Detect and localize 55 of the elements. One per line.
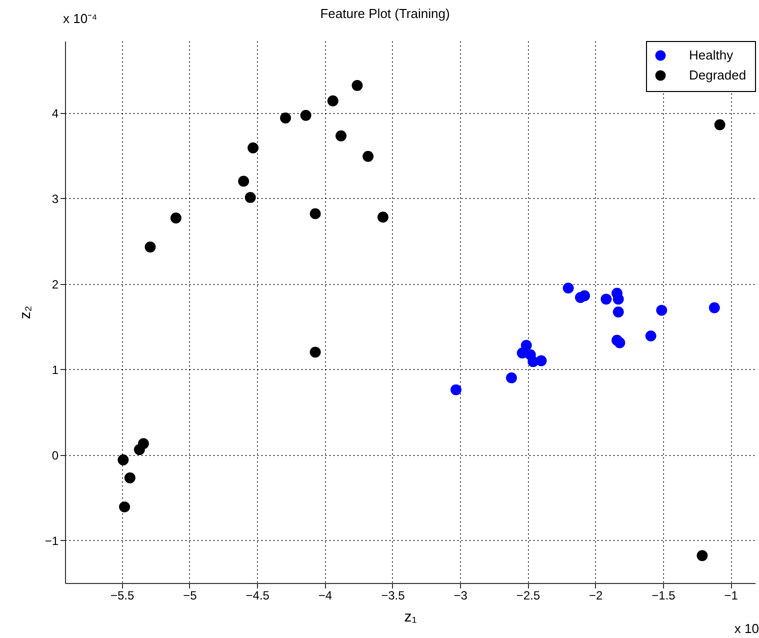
point: [579, 290, 590, 302]
point: [714, 119, 726, 130]
y-tick-label: 4: [52, 106, 59, 120]
point: [696, 550, 708, 562]
point: [310, 346, 321, 358]
x-tick-label: −1.5: [652, 588, 676, 602]
y-tick-label: 0: [52, 448, 59, 462]
point: [248, 142, 259, 154]
y-tick-label: 2: [52, 277, 59, 292]
text: x 10: [734, 621, 759, 636]
point: [170, 212, 182, 224]
point: [310, 208, 321, 220]
point: [119, 501, 130, 512]
point: [138, 438, 149, 450]
point: [656, 304, 668, 316]
point: [118, 454, 129, 466]
x-tick-label: −4: [318, 588, 332, 602]
y-axis-title: z₂: [16, 306, 34, 320]
y-tick-label: 3: [52, 192, 59, 206]
point: [327, 95, 338, 106]
point: [362, 150, 374, 162]
x-tick-label: −3: [454, 588, 468, 602]
legend-label: Degraded: [689, 68, 746, 82]
point: [614, 337, 626, 348]
point: [238, 176, 250, 187]
point: [124, 472, 136, 484]
point: [506, 372, 517, 384]
y-tick-label: 1: [52, 362, 59, 377]
point: [562, 282, 574, 294]
point: [645, 330, 656, 342]
point: [536, 355, 547, 366]
x-axis-title: z₁: [404, 608, 417, 626]
x-tick-label: −4.5: [246, 588, 270, 602]
point: [336, 130, 346, 142]
x-tick-label: −2.5: [516, 588, 540, 602]
x-tick-label: −5.5: [110, 588, 134, 602]
x-tick-label: −5: [183, 588, 198, 602]
text: x 10⁻⁴: [63, 11, 98, 26]
point: [600, 294, 612, 305]
point: [352, 80, 363, 91]
point: [244, 192, 256, 203]
point: [612, 294, 624, 305]
point: [377, 212, 388, 223]
point: [708, 302, 720, 314]
point: [450, 384, 462, 396]
point: [280, 112, 292, 124]
point: [144, 242, 156, 252]
y-tick-label: −1: [44, 534, 59, 548]
x-tick-label: −2: [589, 588, 604, 602]
point: [612, 306, 624, 318]
legend-label: Healthy: [689, 48, 734, 62]
x-tick-label: −1: [724, 588, 738, 602]
chart-title: Feature Plot (Training): [320, 6, 450, 21]
x-tick-label: −3.5: [381, 588, 406, 602]
point: [300, 110, 312, 121]
